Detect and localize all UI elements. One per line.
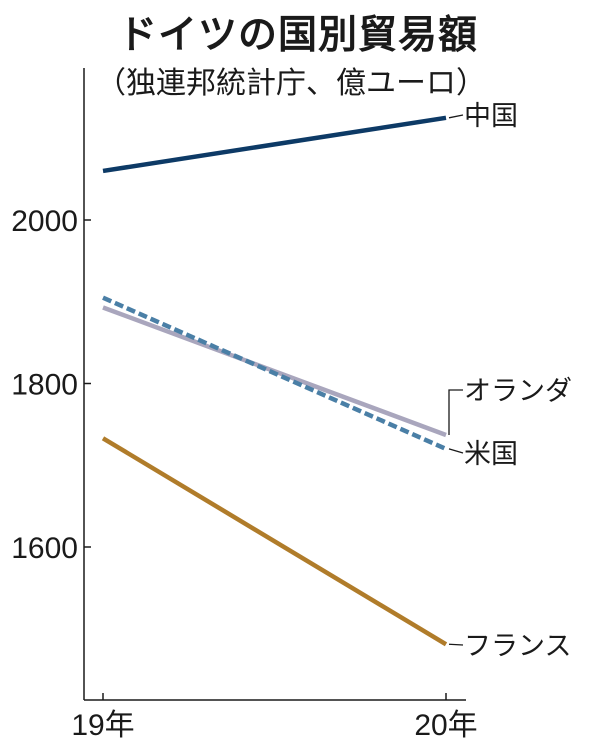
- series-label: オランダ: [464, 376, 572, 407]
- series-leader-line: [448, 643, 464, 646]
- y-tick-label: 1600: [11, 532, 78, 565]
- chart-title: ドイツの国別貿易額: [117, 13, 478, 58]
- series-label: 米国: [464, 439, 518, 470]
- x-tick-label: 20年: [414, 709, 477, 742]
- series-label: フランス: [464, 631, 571, 662]
- y-tick-label: 2000: [11, 205, 78, 238]
- series-leader-line: [448, 114, 464, 119]
- series-leader-line: [448, 448, 464, 454]
- series-line-3: [101, 436, 448, 647]
- y-tick-label: 1800: [11, 369, 78, 402]
- series-label: 中国: [464, 101, 518, 132]
- series-leader-line: [448, 389, 463, 436]
- series-line-0: [102, 115, 447, 174]
- chart-subtitle: （独連邦統計庁、億ユーロ）: [96, 66, 486, 101]
- series-line-2: [102, 295, 447, 451]
- x-tick-label: 19年: [71, 709, 134, 742]
